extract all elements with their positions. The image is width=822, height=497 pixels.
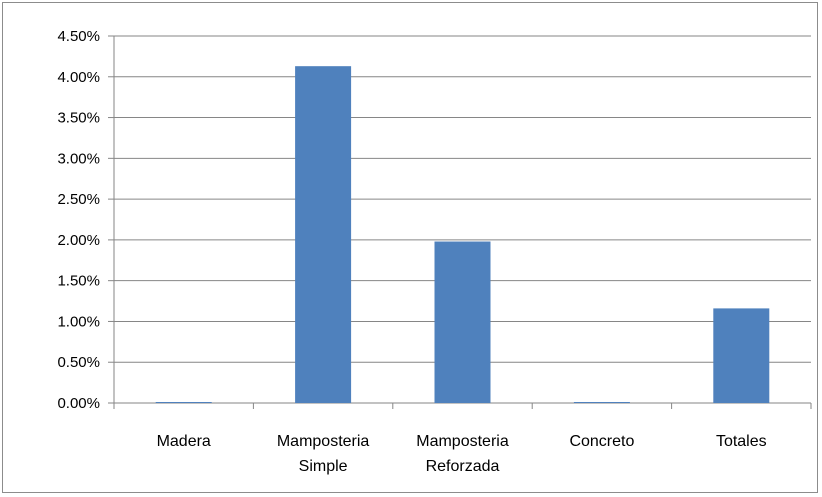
y-tick-label: 4.50%: [57, 28, 100, 45]
y-tick-label: 3.00%: [57, 150, 100, 167]
bar: [434, 241, 491, 403]
bar: [295, 66, 352, 404]
bar: [573, 402, 630, 403]
y-tick-label: 3.50%: [57, 110, 100, 127]
y-tick-label: 1.00%: [57, 313, 100, 330]
y-tick-label: 4.00%: [57, 69, 100, 86]
bar: [713, 308, 770, 403]
y-tick-label: 0.50%: [57, 354, 100, 371]
x-category-label: Madera: [157, 433, 211, 450]
y-tick-label: 2.00%: [57, 232, 100, 249]
y-tick-label: 2.50%: [57, 191, 100, 208]
x-category-label: Mamposteria: [416, 433, 509, 450]
y-tick-label: 0.00%: [57, 395, 100, 412]
x-category-label: Concreto: [569, 433, 634, 450]
y-tick-label: 1.50%: [57, 273, 100, 290]
x-category-label: Totales: [716, 433, 767, 450]
bar: [155, 402, 212, 403]
x-category-label: Reforzada: [426, 458, 500, 475]
x-category-label: Mamposteria: [277, 433, 370, 450]
x-category-label: Simple: [299, 458, 348, 475]
